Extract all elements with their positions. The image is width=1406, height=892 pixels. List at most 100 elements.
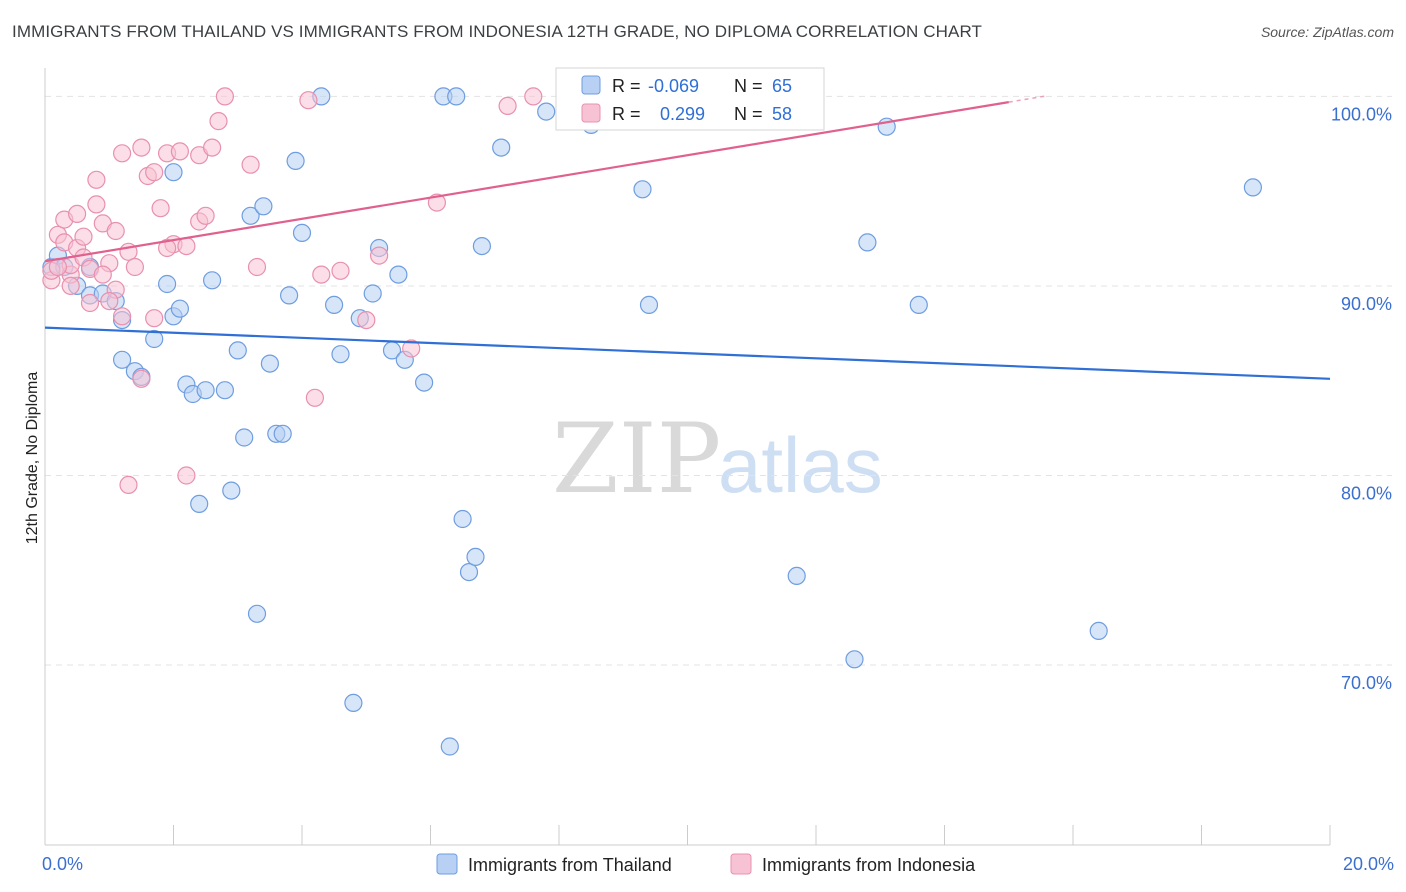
point-thailand-51 xyxy=(492,138,511,157)
y-tick-labels: 100.0% 90.0% 80.0% 70.0% xyxy=(1331,104,1392,693)
point-indonesia-37 xyxy=(215,87,234,106)
point-thailand-36 xyxy=(331,345,350,364)
point-thailand-48 xyxy=(459,562,479,582)
point-thailand-46 xyxy=(447,87,466,106)
legend-swatch-indonesia xyxy=(581,103,601,123)
point-indonesia-45 xyxy=(370,246,389,265)
point-thailand-59 xyxy=(909,295,928,314)
point-indonesia-18 xyxy=(112,307,132,326)
point-indonesia-21 xyxy=(125,257,144,277)
point-thailand-30 xyxy=(273,424,292,443)
point-thailand-32 xyxy=(286,151,305,170)
y-axis-label: 12th Grade, No Diploma xyxy=(24,372,41,545)
legend-r-value-thailand: -0.069 xyxy=(648,76,699,96)
point-thailand-20 xyxy=(203,271,222,290)
point-indonesia-31 xyxy=(177,466,196,485)
point-thailand-19 xyxy=(196,381,215,400)
point-thailand-57 xyxy=(858,233,877,252)
point-indonesia-24 xyxy=(145,309,164,328)
point-indonesia-26 xyxy=(151,199,170,218)
point-indonesia-56 xyxy=(158,238,177,258)
legend-n-label-thailand: N = xyxy=(734,76,763,96)
point-thailand-31 xyxy=(280,286,299,305)
x-tick-labels: 0.0% 20.0% xyxy=(42,854,1394,874)
point-thailand-64 xyxy=(164,163,183,182)
point-thailand-35 xyxy=(325,295,344,314)
x-tick-label-1: 20.0% xyxy=(1343,854,1394,874)
point-thailand-60 xyxy=(1089,621,1108,641)
point-thailand-53 xyxy=(633,180,652,199)
point-indonesia-51 xyxy=(100,292,119,311)
point-thailand-49 xyxy=(466,547,485,567)
point-thailand-54 xyxy=(639,295,659,314)
trend-line-thailand xyxy=(44,326,1331,380)
point-thailand-63 xyxy=(537,102,556,121)
point-indonesia-36 xyxy=(209,111,228,131)
series-legend: Immigrants from Thailand Immigrants from… xyxy=(436,853,976,875)
legend-n-label-indonesia: N = xyxy=(734,104,763,124)
point-indonesia-25 xyxy=(145,163,164,182)
point-indonesia-49 xyxy=(132,369,151,388)
point-thailand-38 xyxy=(363,284,382,303)
point-thailand-27 xyxy=(254,197,273,216)
point-thailand-41 xyxy=(389,265,408,284)
point-indonesia-52 xyxy=(74,227,93,246)
y-tick-label-0: 100.0% xyxy=(1331,104,1392,124)
point-thailand-28 xyxy=(260,354,279,373)
point-indonesia-16 xyxy=(106,221,125,241)
bottom-legend-swatch-thailand xyxy=(436,853,458,875)
axes xyxy=(44,68,1331,846)
point-indonesia-50 xyxy=(93,265,112,284)
point-indonesia-39 xyxy=(247,257,267,277)
bottom-legend-label-thailand: Immigrants from Thailand xyxy=(468,855,672,875)
point-indonesia-41 xyxy=(305,388,324,407)
point-thailand-47 xyxy=(453,509,472,529)
point-indonesia-40 xyxy=(299,91,318,110)
point-indonesia-43 xyxy=(331,261,350,280)
point-thailand-33 xyxy=(292,223,312,242)
correlation-legend: R = -0.069 N = 65 R = 0.299 N = 58 xyxy=(555,67,825,131)
point-thailand-18 xyxy=(190,494,209,513)
point-indonesia-55 xyxy=(524,87,543,106)
chart-title: IMMIGRANTS FROM THAILAND VS IMMIGRANTS F… xyxy=(12,22,983,41)
point-indonesia-7 xyxy=(67,204,87,223)
bottom-legend-swatch-indonesia xyxy=(730,853,752,875)
point-indonesia-46 xyxy=(402,339,421,358)
y-tick-label-2: 80.0% xyxy=(1341,483,1392,503)
legend-r-label-indonesia: R = xyxy=(612,104,641,124)
y-tick-label-1: 90.0% xyxy=(1341,294,1392,314)
legend-r-label-thailand: R = xyxy=(612,76,641,96)
point-thailand-15 xyxy=(170,299,189,318)
point-indonesia-48 xyxy=(119,475,138,494)
point-indonesia-13 xyxy=(87,195,106,214)
series-indonesia xyxy=(42,87,543,494)
point-thailand-43 xyxy=(415,373,434,392)
bottom-legend-label-indonesia: Immigrants from Indonesia xyxy=(762,855,976,875)
legend-r-value-indonesia: 0.299 xyxy=(660,104,705,124)
point-indonesia-12 xyxy=(87,170,106,189)
legend-n-value-thailand: 65 xyxy=(772,76,792,96)
trend-lines xyxy=(44,95,1331,380)
point-indonesia-35 xyxy=(203,138,222,157)
point-indonesia-54 xyxy=(498,96,517,116)
point-thailand-56 xyxy=(845,650,864,669)
point-indonesia-34 xyxy=(196,206,215,225)
y-tick-label-3: 70.0% xyxy=(1341,673,1392,693)
watermark-atlas: atlas xyxy=(718,421,883,509)
point-indonesia-29 xyxy=(170,142,189,161)
point-indonesia-57 xyxy=(61,276,80,295)
point-indonesia-30 xyxy=(177,237,196,256)
trend-line-indonesia xyxy=(44,101,1009,263)
point-thailand-23 xyxy=(228,341,247,360)
point-thailand-24 xyxy=(235,428,254,447)
watermark-zip: ZIP xyxy=(552,403,721,515)
point-indonesia-42 xyxy=(312,265,331,284)
point-thailand-37 xyxy=(344,693,363,713)
point-thailand-50 xyxy=(472,237,491,256)
point-thailand-22 xyxy=(222,481,241,500)
legend-swatch-thailand xyxy=(581,75,601,95)
source-label: Source: ZipAtlas.com xyxy=(1260,24,1394,40)
trend-extension-indonesia xyxy=(1008,95,1048,103)
point-indonesia-11 xyxy=(80,293,100,313)
